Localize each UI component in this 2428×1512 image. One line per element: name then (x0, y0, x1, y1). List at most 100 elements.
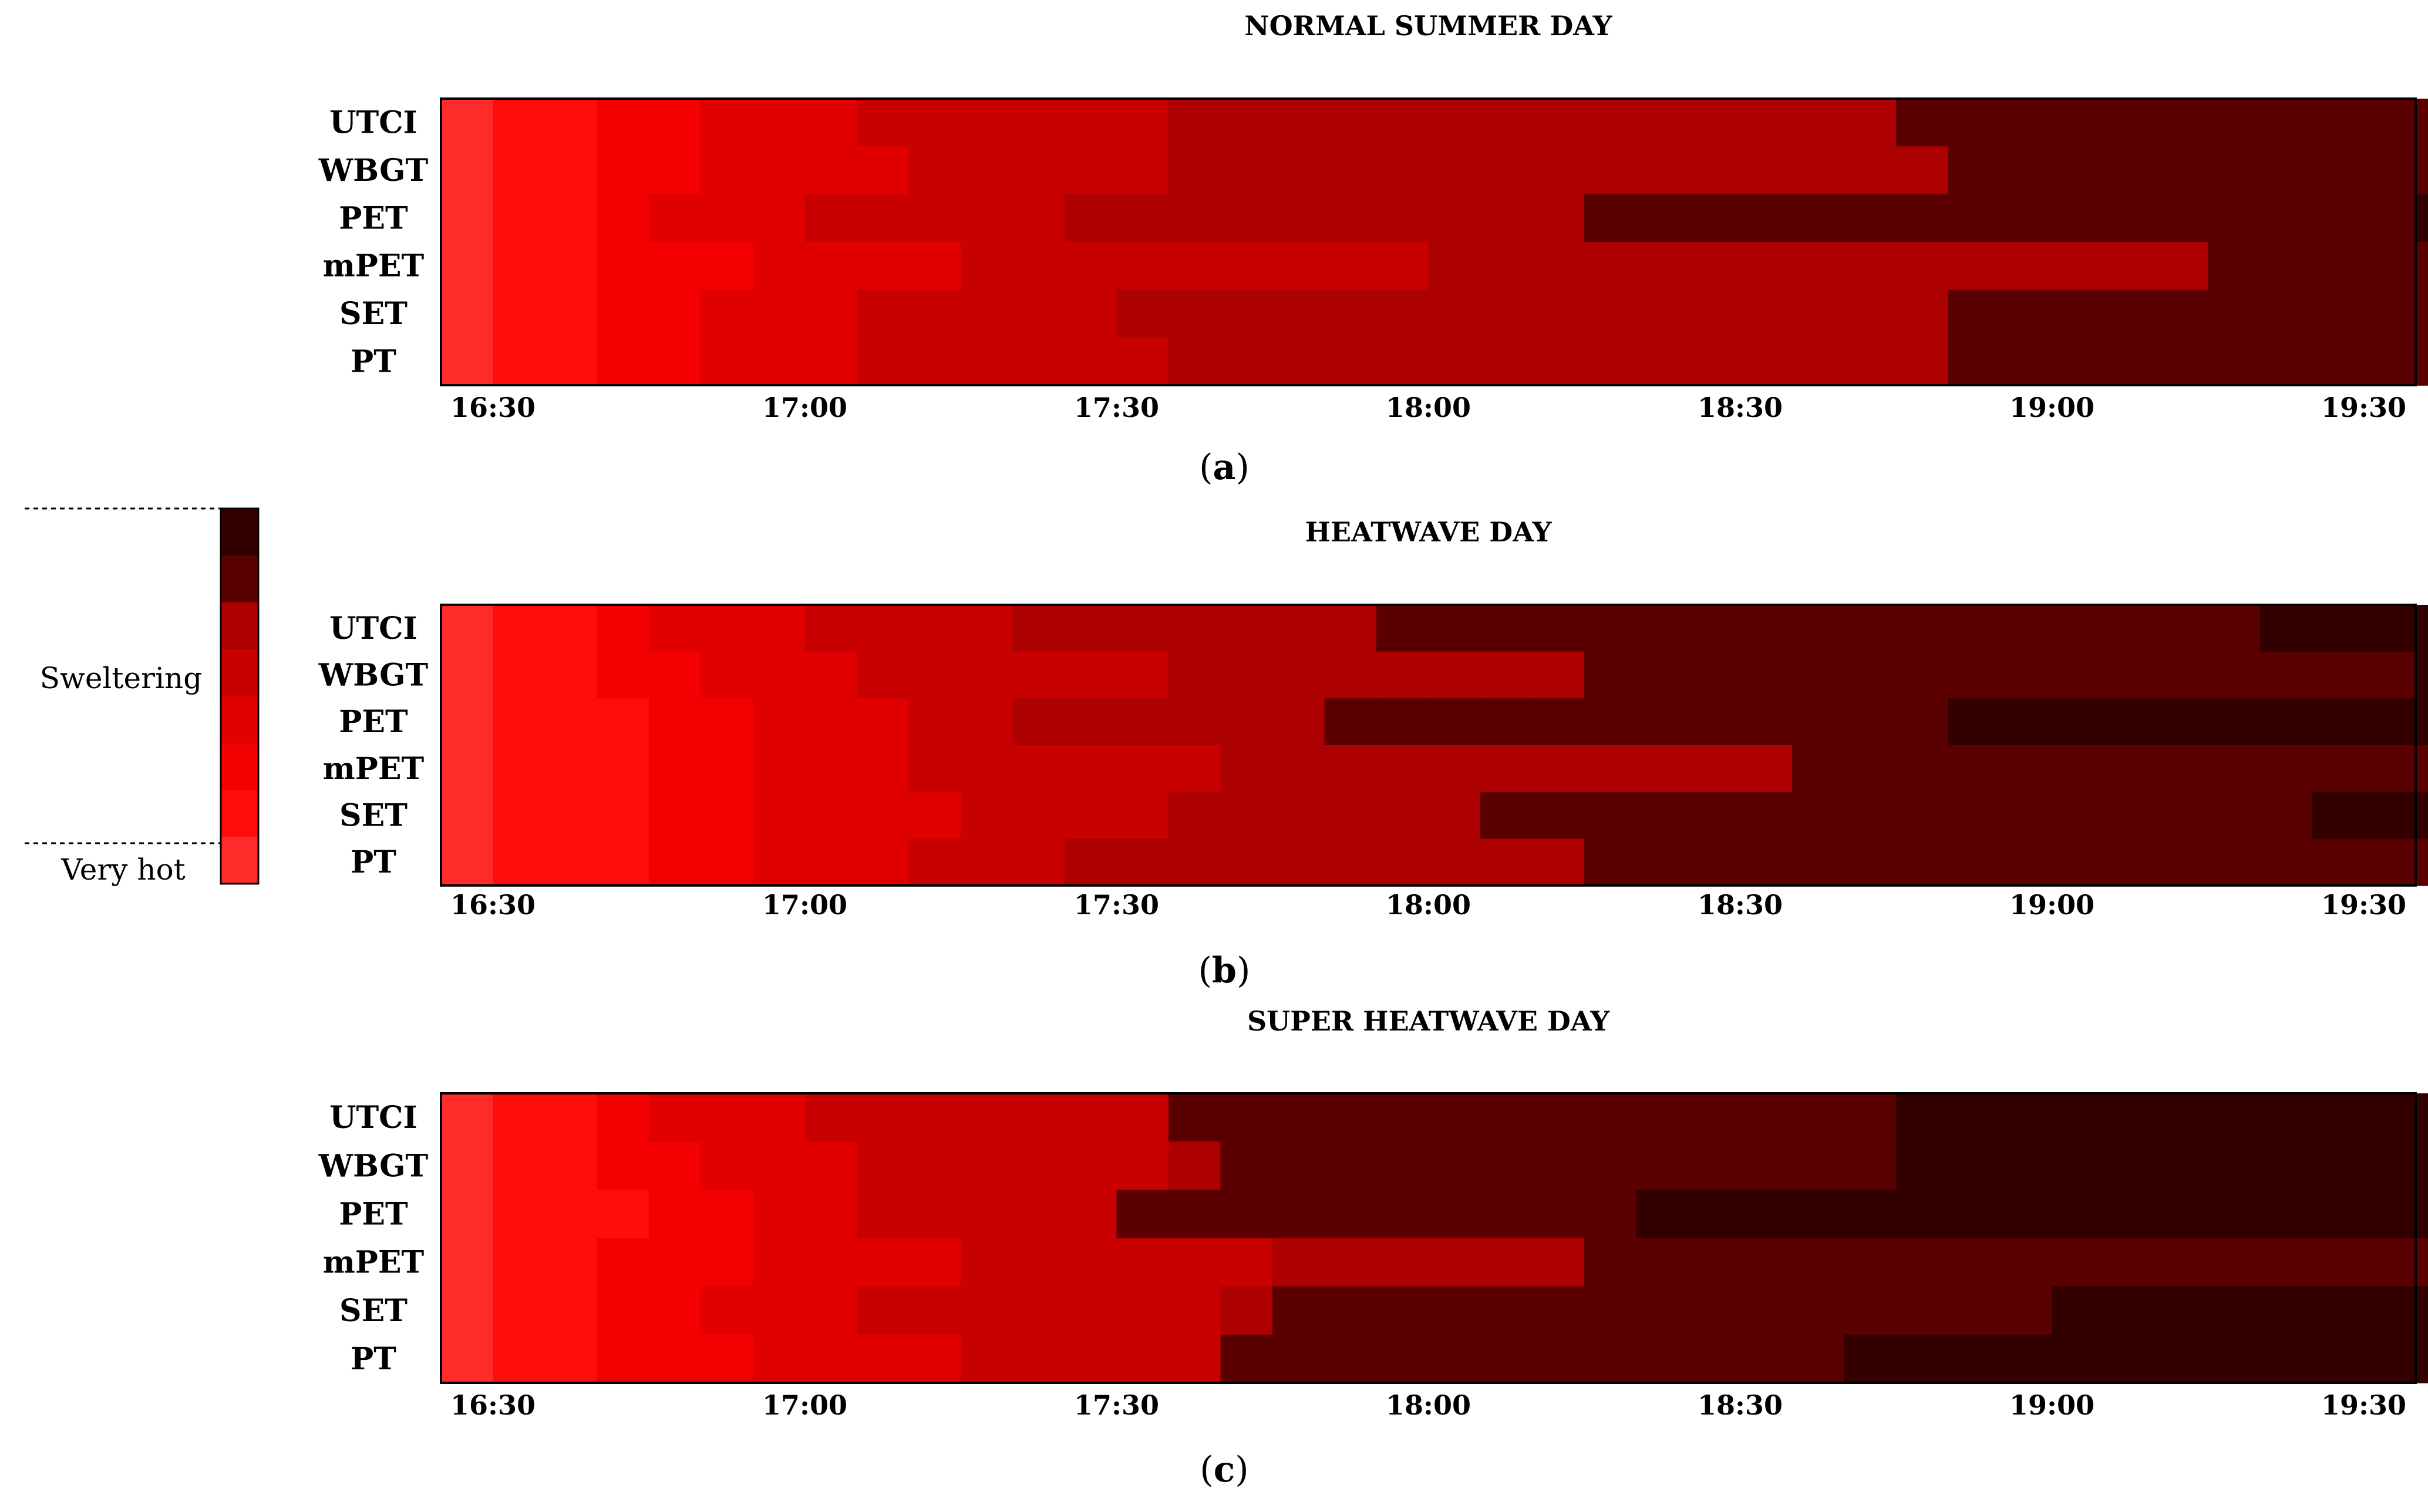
heatmap-cell-pt-25 (1740, 337, 1793, 386)
heatmap-cell-utci-22 (1584, 99, 1637, 147)
heatmap-cell-wbgt-29 (1948, 651, 2001, 699)
panel-title: HEATWAVE DAY (1305, 516, 1553, 548)
heatmap-cell-set-25 (1740, 792, 1793, 840)
heatmap-cell-utci-5 (701, 1093, 753, 1142)
heatmap-cell-utci-19 (1428, 1093, 1481, 1142)
heatmap-cell-utci-37 (2363, 99, 2416, 147)
x-tick-label: 18:00 (1386, 1389, 1471, 1421)
heatmap-cell-set-9 (908, 792, 961, 840)
heatmap-cell-set-32 (2104, 289, 2157, 338)
heatmap-cell-pt-7 (804, 1334, 857, 1383)
heatmap-cell-utci-0 (441, 99, 494, 147)
heatmap-cell-utci-6 (753, 1093, 806, 1142)
heatmap-cell-wbgt-2 (545, 651, 598, 699)
heatmap-cell-set-22 (1584, 1286, 1637, 1335)
heatmap-cell-pt-30 (2000, 337, 2053, 386)
heatmap-cell-set-6 (753, 289, 806, 338)
x-tick-label: 18:30 (1698, 889, 1783, 921)
row-label-pt: PT (351, 344, 396, 379)
heatmap-cell-mpet-29 (1948, 242, 2001, 291)
row-label-utci: UTCI (329, 1100, 417, 1136)
heatmap-cell-wbgt-25 (1740, 146, 1793, 195)
heatmap-cell-mpet-22 (1584, 745, 1637, 793)
heatmap-cell-wbgt-34 (2208, 651, 2261, 699)
heatmap-cell-pt-9 (908, 337, 961, 386)
heatmap-cell-mpet-4 (649, 745, 702, 793)
heatmap-cell-pt-3 (597, 838, 649, 886)
heatmap-cell-wbgt-32 (2104, 651, 2157, 699)
heatmap-cell-mpet-11 (1012, 1238, 1065, 1287)
heatmap-cell-set-37 (2363, 792, 2416, 840)
heatmap-cell-pet-21 (1532, 698, 1585, 746)
heatmap-cell-mpet-19 (1428, 1238, 1481, 1287)
heatmap-cell-wbgt-8 (857, 146, 910, 195)
heatmap-cell-utci-15 (1220, 605, 1273, 652)
heatmap-cell-set-2 (545, 289, 598, 338)
heatmap-cell-pet-9 (908, 194, 961, 243)
row-label-set: SET (339, 296, 408, 332)
heatmap-cell-utci-34 (2208, 99, 2261, 147)
heatmap-cell-utci-8 (857, 99, 910, 147)
heatmap-cell-wbgt-0 (441, 651, 494, 699)
legend-swatch-0 (221, 509, 258, 556)
heatmap-cell-pt-16 (1272, 337, 1325, 386)
heatmap-cell-utci-10 (961, 1093, 1013, 1142)
heatmap-cell-utci-9 (908, 1093, 961, 1142)
heatmap-cell-mpet-23 (1636, 242, 1689, 291)
heatmap-cell-set-14 (1168, 792, 1221, 840)
heatmap-cell-utci-19 (1428, 99, 1481, 147)
heatmap-cell-utci-26 (1792, 99, 1845, 147)
x-tick-label: 18:00 (1386, 392, 1471, 423)
heatmap-cell-pt-4 (649, 1334, 702, 1383)
heatmap-cell-mpet-13 (1116, 1238, 1169, 1287)
heatmap-cell-set-34 (2208, 289, 2261, 338)
heatmap-cell-wbgt-24 (1688, 146, 1741, 195)
heatmap-cell-pt-28 (1896, 838, 1949, 886)
heatmap-cell-pet-32 (2104, 698, 2157, 746)
heatmap-cell-set-11 (1012, 289, 1065, 338)
heatmap-cell-pt-5 (701, 838, 753, 886)
heatmap-cell-mpet-25 (1740, 745, 1793, 793)
heatmap-cell-pt-14 (1168, 1334, 1221, 1383)
heatmap-cell-mpet-5 (701, 1238, 753, 1287)
heatmap-cell-set-20 (1480, 1286, 1533, 1335)
heatmap-cell-mpet-11 (1012, 242, 1065, 291)
heatmap-cell-set-10 (961, 289, 1013, 338)
heatmap-cell-mpet-2 (545, 745, 598, 793)
heatmap-cell-set-27 (1844, 792, 1897, 840)
heatmap-cell-pet-26 (1792, 1190, 1845, 1239)
heatmap-cell-pet-38 (2416, 698, 2428, 746)
heatmap-cell-wbgt-21 (1532, 651, 1585, 699)
heatmap-cell-mpet-1 (493, 1238, 545, 1287)
heatmap-cell-mpet-25 (1740, 242, 1793, 291)
heatmap-cell-pt-19 (1428, 337, 1481, 386)
heatmap-cell-mpet-36 (2312, 242, 2365, 291)
heatmap-cell-set-11 (1012, 792, 1065, 840)
heatmap-cell-mpet-3 (597, 242, 649, 291)
heatmap-cell-pet-26 (1792, 194, 1845, 243)
heatmap-cell-pt-34 (2208, 1334, 2261, 1383)
row-label-pt: PT (351, 844, 396, 880)
heatmap-cell-pt-29 (1948, 838, 2001, 886)
heatmap-cell-pet-28 (1896, 194, 1949, 243)
heatmap-cell-set-30 (2000, 1286, 2053, 1335)
heatmap-cell-wbgt-22 (1584, 1141, 1637, 1191)
heatmap-cell-wbgt-8 (857, 1141, 910, 1191)
heatmap-cell-pt-21 (1532, 337, 1585, 386)
heatmap-cell-mpet-28 (1896, 1238, 1949, 1287)
heatmap-cell-pt-2 (545, 838, 598, 886)
heatmap-cell-pt-18 (1376, 838, 1429, 886)
heatmap-cell-pet-27 (1844, 194, 1897, 243)
heatmap-cell-mpet-34 (2208, 745, 2261, 793)
heatmap-cell-utci-4 (649, 1093, 702, 1142)
heatmap-cell-utci-16 (1272, 1093, 1325, 1142)
heatmap-cell-wbgt-24 (1688, 1141, 1741, 1191)
heatmap-cell-mpet-28 (1896, 242, 1949, 291)
heatmap-cell-set-33 (2156, 1286, 2208, 1335)
heatmap-cell-wbgt-35 (2259, 1141, 2312, 1191)
heatmap-cell-wbgt-5 (701, 1141, 753, 1191)
heatmap-cell-utci-5 (701, 99, 753, 147)
heatmap-cell-mpet-12 (1065, 1238, 1117, 1287)
heatmap-cell-pt-37 (2363, 337, 2416, 386)
heatmap-cell-pet-23 (1636, 698, 1689, 746)
